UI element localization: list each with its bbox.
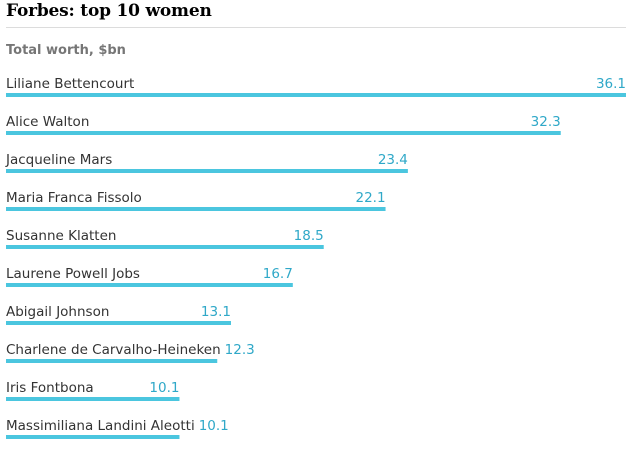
bar	[6, 321, 231, 325]
bar	[6, 207, 386, 211]
bar	[6, 435, 180, 439]
bar-value-label: 10.1	[199, 418, 229, 434]
bar-label: Charlene de Carvalho-Heineken	[6, 342, 221, 358]
bar-label: Jacqueline Mars	[5, 152, 112, 168]
bar-label: Massimiliana Landini Aleotti	[6, 418, 195, 434]
chart-subtitle: Total worth, $bn	[6, 43, 126, 58]
bar-value-label: 36.1	[596, 76, 626, 92]
bar-label: Iris Fontbona	[6, 380, 94, 396]
bar-value-label: 16.7	[263, 266, 293, 282]
bar	[6, 397, 180, 401]
bar-value-label: 13.1	[201, 304, 231, 320]
bar-value-label: 12.3	[225, 342, 255, 358]
chart-title: Forbes: top 10 women	[6, 1, 212, 21]
bar	[6, 93, 626, 97]
title-divider	[6, 27, 626, 28]
bar-value-label: 10.1	[149, 380, 179, 396]
bar-label: Alice Walton	[6, 114, 89, 130]
bar	[6, 359, 218, 363]
bar-label: Susanne Klatten	[6, 228, 116, 244]
bar-label: Maria Franca Fissolo	[6, 190, 142, 206]
bar-value-label: 32.3	[531, 114, 561, 130]
bar-value-label: 18.5	[294, 228, 324, 244]
bar-value-label: 22.1	[355, 190, 385, 206]
bar-value-label: 23.4	[378, 152, 408, 168]
bar-label: Liliane Bettencourt	[6, 76, 134, 92]
bar	[6, 245, 324, 249]
bar-label: Abigail Johnson	[6, 304, 109, 320]
bar	[6, 169, 408, 173]
bar-label: Laurene Powell Jobs	[6, 266, 140, 282]
bar	[6, 283, 293, 287]
bar	[6, 131, 561, 135]
